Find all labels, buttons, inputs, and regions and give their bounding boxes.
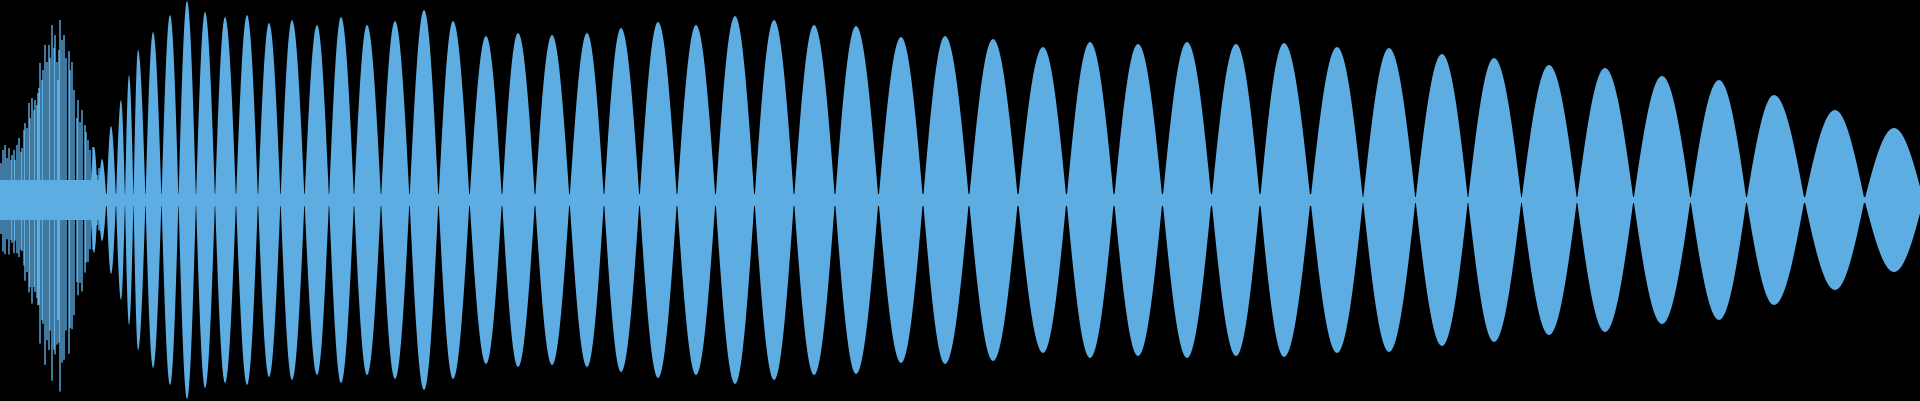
noise-spike [69,70,70,328]
noise-spike [18,138,19,257]
noise-spike [73,90,74,315]
noise-spike [8,148,9,254]
noise-spike [59,20,60,392]
noise-spike [6,158,7,239]
noise-spike [11,155,12,243]
noise-spike [39,63,40,344]
noise-spike [34,100,35,292]
noise-spike [71,62,72,329]
noise-spike [29,118,30,287]
noise-spike [79,122,80,283]
noise-spike [54,35,55,354]
noise-spike [61,40,62,363]
noise-spike [0,163,1,234]
noise-spike [26,128,27,272]
noise-spike [4,145,5,254]
noise-spike [24,123,25,281]
noise-spike [2,150,3,252]
noise-spike [14,160,15,241]
noise-spike [65,58,66,331]
noise-spike [44,45,45,365]
noise-spike [81,110,82,291]
noise-spike [46,62,47,340]
noise-spike [31,98,32,304]
noise-spike [16,145,17,253]
noise-spike [49,58,50,331]
noise-spike [42,70,43,324]
noise-spike [21,148,22,251]
noise-spike [77,100,78,295]
noise-spike [51,25,52,381]
noise-spike [87,140,88,262]
noise-spike [85,132,86,263]
noise-spike [63,35,64,360]
